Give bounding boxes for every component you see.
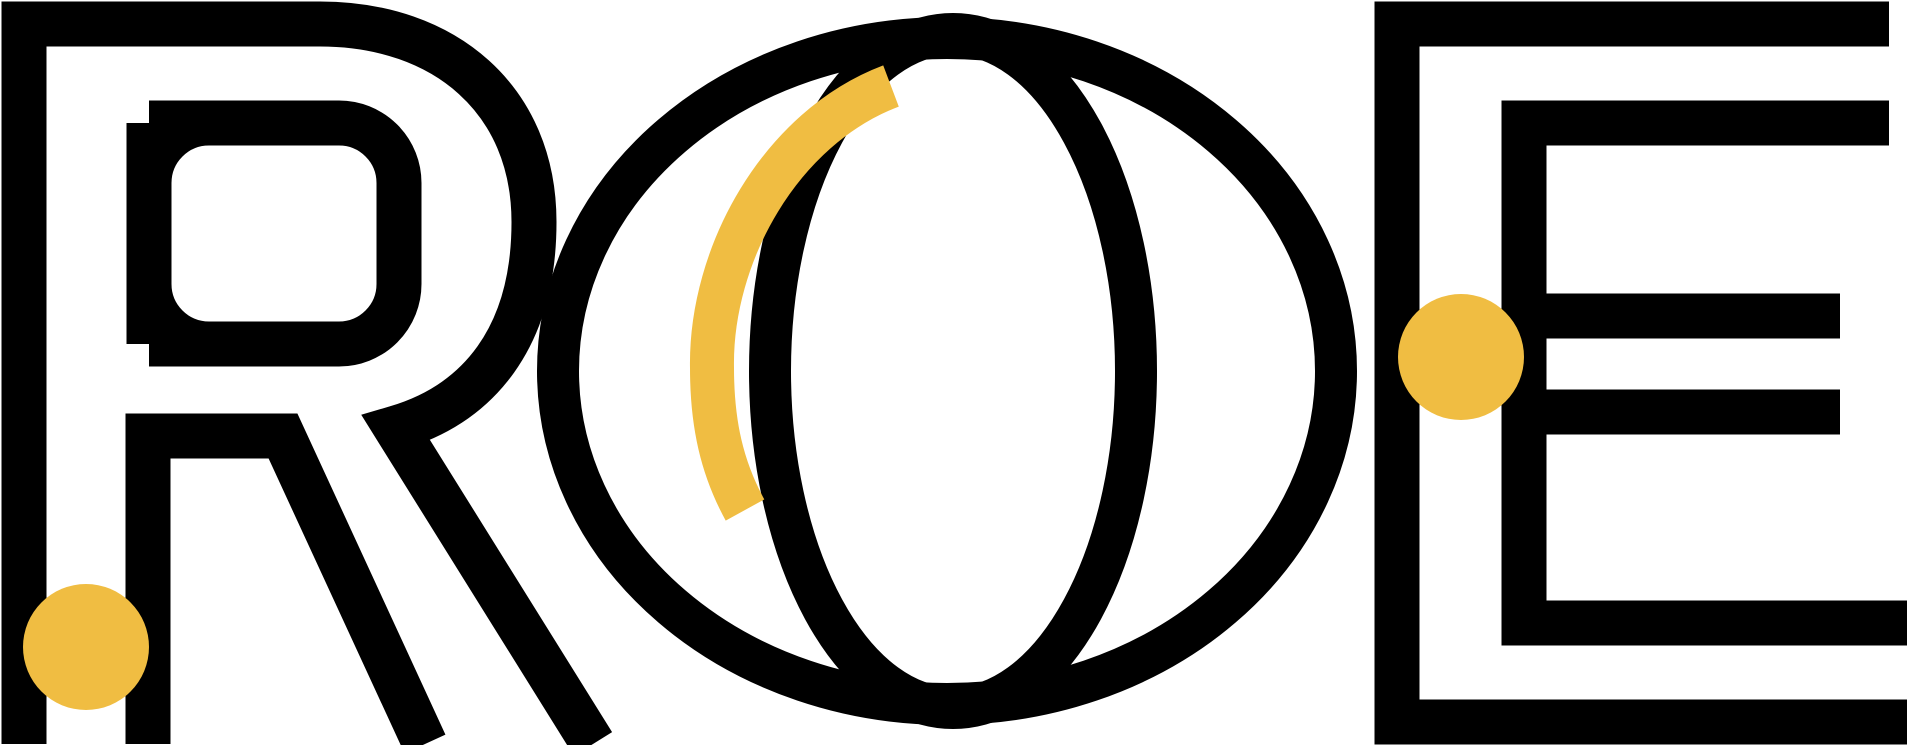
letter-r-bowl-left-edge — [126, 100, 300, 367]
letter-e — [1374, 1, 1907, 745]
letter-o-outer-ring — [537, 17, 1357, 725]
letter-r-outer-outline — [1, 1, 613, 745]
letter-r-inner-leg — [125, 413, 446, 745]
letter-e-accent-dot — [1398, 294, 1524, 420]
letter-o-accent-arc — [689, 65, 900, 521]
letter-r — [1, 1, 613, 745]
letter-r-inner-bowl — [126, 100, 422, 367]
letter-o-inner-ring — [749, 13, 1157, 729]
letter-e-inner-stroke — [1501, 100, 1907, 646]
letter-e-outer-outline — [1374, 1, 1907, 745]
letter-o — [537, 13, 1357, 729]
letter-r-accent-dot — [23, 584, 149, 710]
